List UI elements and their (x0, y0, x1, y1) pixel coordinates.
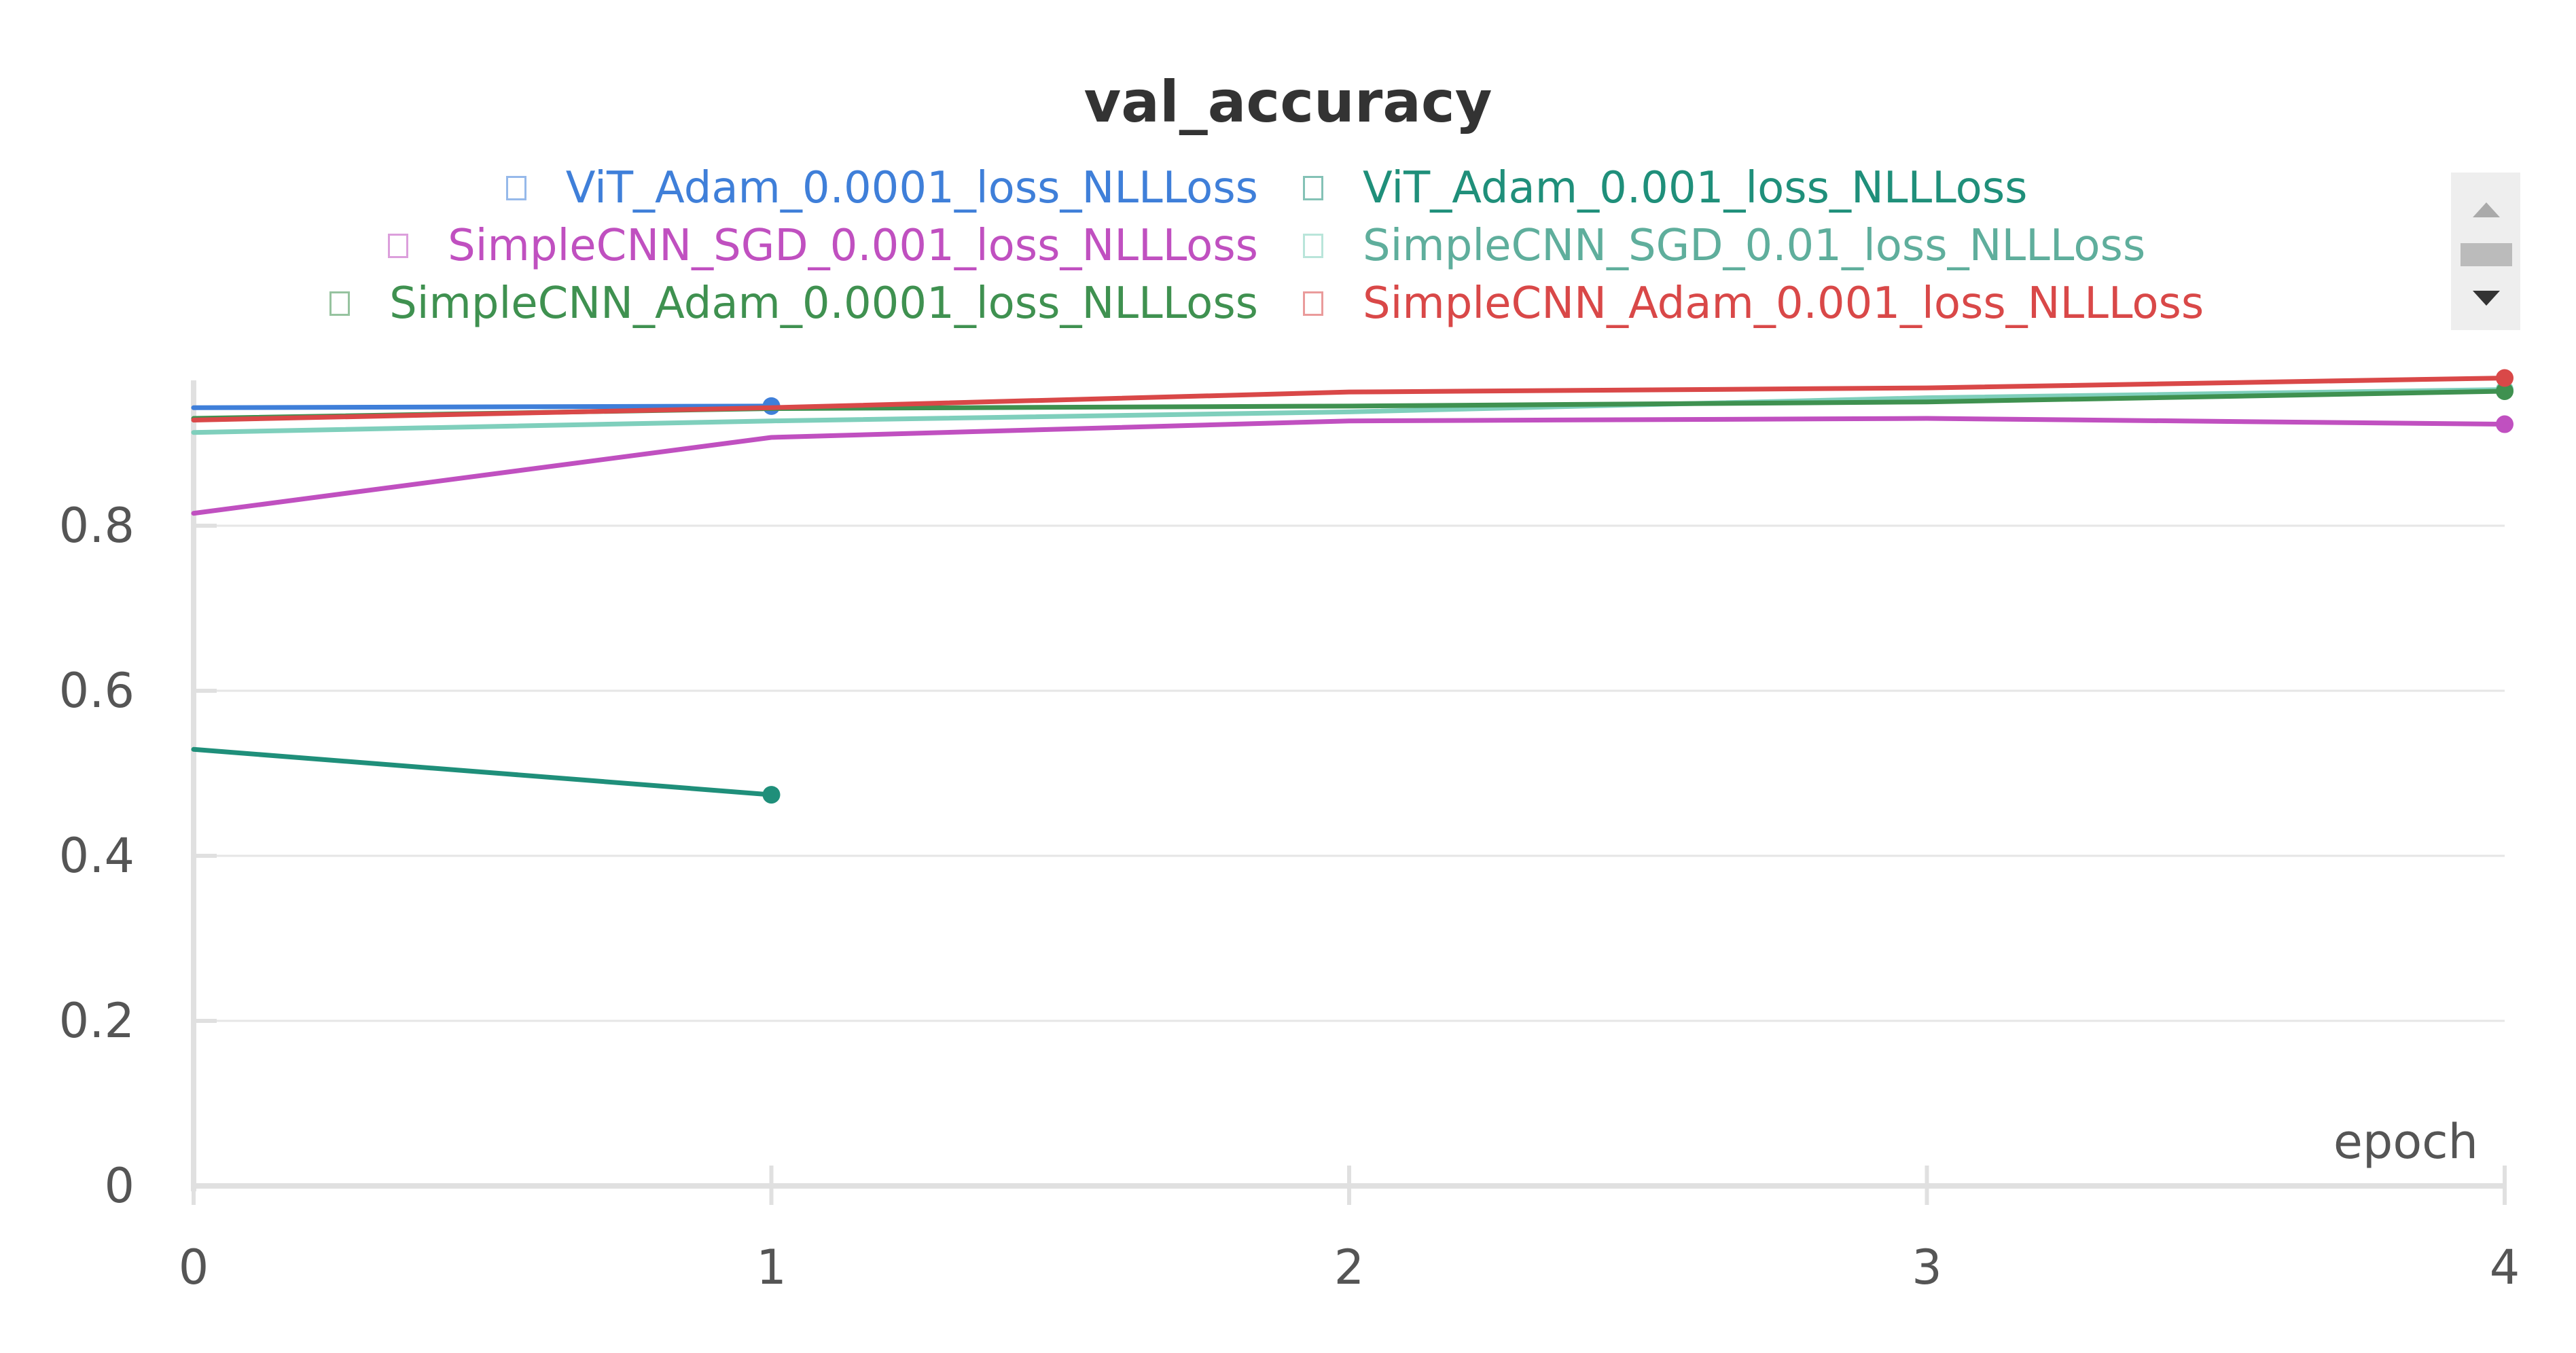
y-tick-label: 0.8 (59, 498, 135, 554)
legend-label: SimpleCNN_SGD_0.01_loss_NLLLoss (1363, 221, 2146, 271)
series-end-point-5[interactable] (2496, 369, 2514, 387)
y-tick-label: 0.2 (59, 993, 135, 1049)
x-tick-label: 1 (756, 1240, 787, 1295)
y-tick-label: 0.6 (59, 663, 135, 719)
grid (194, 524, 2505, 1022)
legend-item-2[interactable]: SimpleCNN_SGD_0.001_loss_NLLLoss (388, 224, 1258, 268)
legend-item-1[interactable]: ViT_Adam_0.001_loss_NLLLoss (1303, 166, 2028, 210)
legend-swatch-icon (1303, 291, 1323, 316)
y-tick-label: 0.4 (59, 828, 135, 884)
legend-swatch-icon (1303, 176, 1323, 200)
series-end-point-1[interactable] (762, 786, 781, 804)
legend-label: SimpleCNN_SGD_0.001_loss_NLLLoss (448, 221, 1258, 271)
series-lines (191, 369, 2514, 804)
series-line-5[interactable] (191, 376, 2507, 422)
chart-title: val_accuracy (1084, 69, 1492, 135)
legend-swatch-icon (388, 234, 409, 258)
series-end-point-2[interactable] (2496, 415, 2514, 433)
legend-item-4[interactable]: SimpleCNN_Adam_0.0001_loss_NLLLoss (329, 282, 1258, 325)
legend-label: ViT_Adam_0.0001_loss_NLLLoss (565, 163, 1258, 213)
legend-label: SimpleCNN_Adam_0.0001_loss_NLLLoss (389, 278, 1258, 329)
y-tick-label: 0 (104, 1158, 135, 1214)
legend-swatch-icon (1303, 234, 1323, 258)
series-line-2[interactable] (191, 416, 2507, 516)
legend-item-0[interactable]: ViT_Adam_0.0001_loss_NLLLoss (505, 163, 1258, 213)
x-tick-label: 2 (1334, 1240, 1365, 1295)
legend-label: ViT_Adam_0.001_loss_NLLLoss (1363, 163, 2028, 213)
legend-scroller[interactable] (2451, 173, 2520, 330)
scroll-thumb[interactable] (2461, 243, 2512, 266)
series-line-0[interactable] (191, 403, 774, 410)
series-line-3[interactable] (191, 387, 2507, 435)
legend-label: SimpleCNN_Adam_0.001_loss_NLLLoss (1363, 278, 2204, 329)
scroll-down-icon[interactable] (2473, 291, 2500, 306)
legend-swatch-icon (329, 291, 351, 316)
x-tick-label: 4 (2490, 1240, 2520, 1295)
legend-item-5[interactable]: SimpleCNN_Adam_0.001_loss_NLLLoss (1303, 282, 2204, 325)
series-line-1[interactable] (191, 746, 774, 797)
axes (191, 380, 2507, 1205)
legend-swatch-icon (505, 176, 526, 200)
x-axis-title: epoch (2333, 1114, 2478, 1170)
x-tick-label: 3 (1912, 1240, 1942, 1295)
legend-item-3[interactable]: SimpleCNN_SGD_0.01_loss_NLLLoss (1303, 224, 2145, 268)
tick-labels: 0 0.2 0.4 0.6 0.8 0 1 2 3 4 (59, 498, 2520, 1295)
series-end-point-4[interactable] (2496, 382, 2514, 400)
scroll-up-icon[interactable] (2473, 202, 2500, 217)
x-tick-label: 0 (179, 1240, 209, 1295)
